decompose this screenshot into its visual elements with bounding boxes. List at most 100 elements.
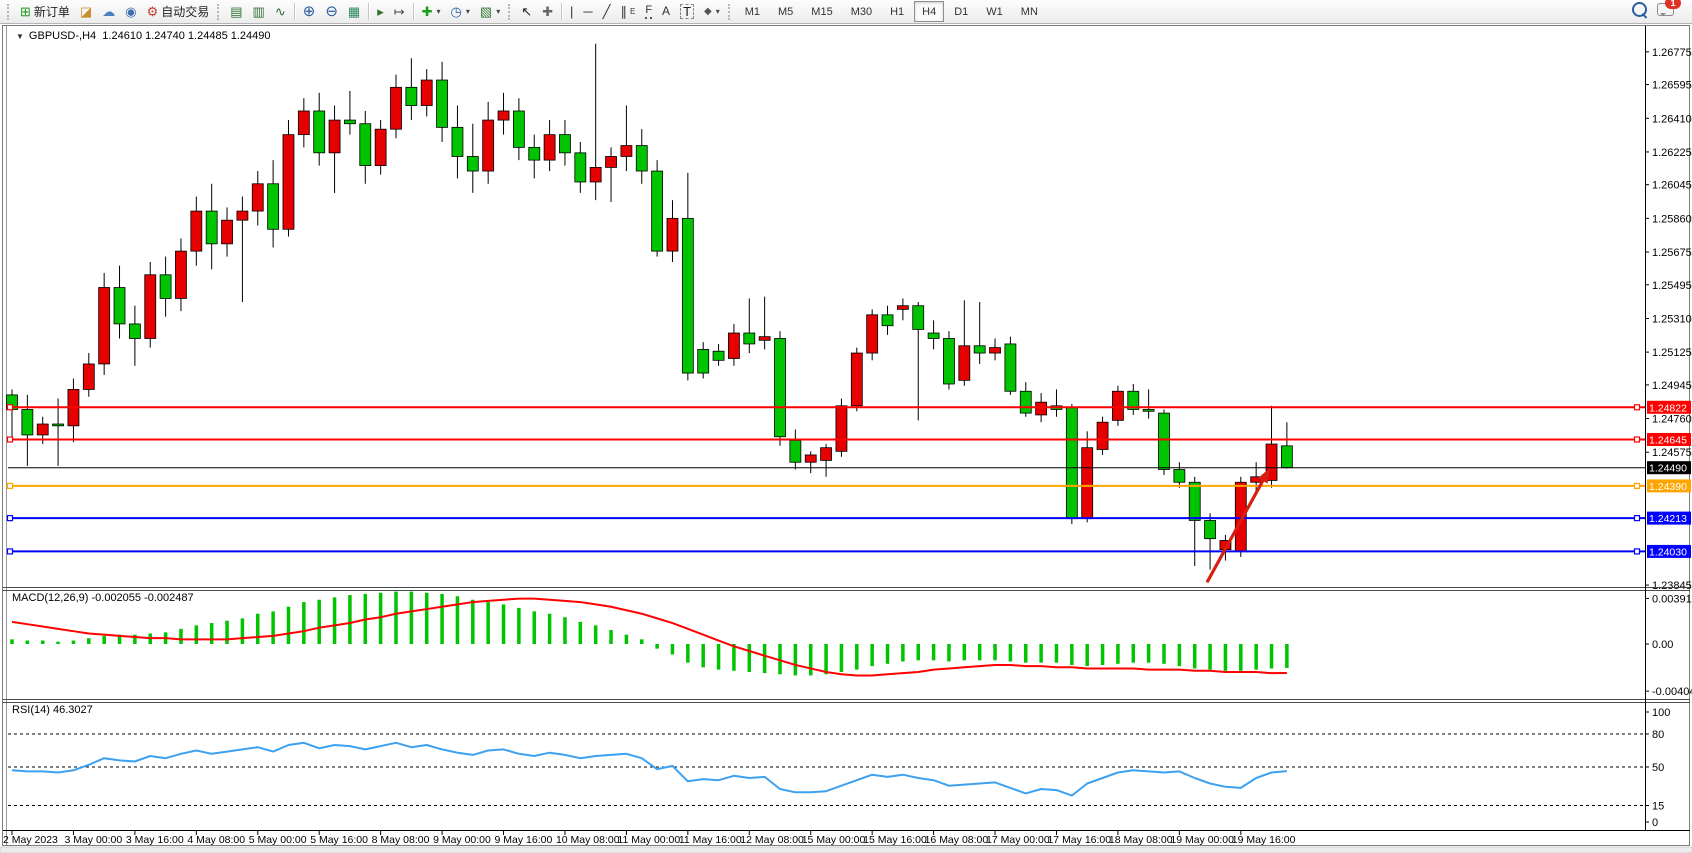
macd-histogram-bar: [962, 644, 967, 661]
horizontal-line-tool-button[interactable]: ─: [578, 1, 597, 23]
cursor-button[interactable]: ↖: [516, 1, 537, 23]
level-handle[interactable]: [1633, 548, 1641, 555]
timeframe-w1-button[interactable]: W1: [986, 5, 1003, 18]
price-badge: [1647, 432, 1691, 446]
macd-histogram-bar: [302, 602, 306, 644]
timeframe-mn-button[interactable]: MN: [1020, 5, 1038, 18]
timeframe-h4-button[interactable]: H4: [914, 1, 945, 22]
toolbar-drag-handle[interactable]: [508, 3, 513, 20]
candlestick-mode-button[interactable]: ▥: [248, 1, 270, 23]
macd-histogram-bar: [1070, 644, 1074, 665]
candle: [159, 274, 172, 299]
time-tick-label: 10 May 08:00: [556, 834, 620, 846]
toolbar-drag-handle[interactable]: [727, 3, 733, 20]
candle: [697, 348, 710, 374]
macd-histogram-bar: [348, 595, 352, 644]
candle: [681, 217, 694, 374]
candle: [52, 423, 64, 427]
rsi-line: [11, 741, 1287, 797]
level-handle[interactable]: [6, 482, 14, 489]
macd-histogram-bar: [547, 613, 552, 644]
timeframe-h1-button[interactable]: H1: [890, 5, 905, 18]
label-tool-button[interactable]: T: [675, 1, 699, 23]
templates-button[interactable]: ▧ ▾: [475, 1, 505, 23]
macd-histogram-bar: [977, 644, 982, 661]
toolbar-drag-handle[interactable]: [7, 3, 12, 20]
macd-histogram-bar: [824, 644, 828, 675]
autotrade-button[interactable]: ⚙ 自动交易: [142, 1, 215, 23]
search-button[interactable]: [1632, 1, 1647, 22]
zoom-out-button[interactable]: ⊖: [320, 1, 343, 23]
channel-subscript: E: [629, 7, 636, 16]
text-tool-button[interactable]: A: [657, 1, 675, 23]
level-handle[interactable]: [6, 515, 14, 522]
macd-histogram-bar: [870, 644, 874, 667]
candle: [205, 210, 218, 245]
macd-name: MACD(12,26,9): [12, 592, 89, 604]
candle: [313, 110, 326, 154]
level-handle[interactable]: [1633, 515, 1641, 522]
candle: [374, 128, 387, 166]
macd-histogram-bar: [1223, 644, 1228, 671]
level-handle[interactable]: [6, 548, 14, 555]
candle: [881, 314, 894, 327]
time-tick-label: 5 May 16:00: [310, 834, 368, 846]
collapse-triangle-icon[interactable]: ▼: [16, 32, 24, 41]
channel-tool-button[interactable]: ∥ E: [615, 1, 640, 23]
macd-current-values: -0.002055 -0.002487: [91, 592, 194, 604]
autotrade-gear-icon: ⚙: [146, 4, 159, 19]
clock-icon: ◷: [450, 4, 462, 19]
candle: [820, 447, 832, 461]
styler-button[interactable]: ◪: [75, 1, 97, 23]
level-handle[interactable]: [6, 436, 14, 443]
line-chart-mode-button[interactable]: ∿: [270, 1, 291, 23]
periods-button[interactable]: ◷ ▾: [446, 1, 475, 23]
candle: [1127, 390, 1140, 410]
chevron-down-icon: ▾: [436, 7, 441, 16]
zoom-in-button[interactable]: ⊕: [298, 1, 321, 23]
timeframe-d1-button[interactable]: D1: [954, 5, 969, 18]
crosshair-button[interactable]: ✚: [537, 1, 558, 23]
timeframe-m15-button[interactable]: M15: [811, 5, 833, 18]
publish-button[interactable]: ☁: [97, 1, 120, 23]
notifications-button[interactable]: 1: [1657, 0, 1681, 21]
tile-windows-button[interactable]: ▦: [343, 1, 365, 23]
new-order-button[interactable]: ⊞ 新订单: [15, 1, 75, 23]
candle: [1065, 407, 1078, 520]
sound-alert-button[interactable]: ◉: [120, 1, 141, 23]
chart-shift-button[interactable]: ↦: [389, 1, 410, 23]
bar-chart-mode-button[interactable]: ▤: [225, 1, 247, 23]
timeframe-m30-button[interactable]: M30: [850, 5, 873, 18]
candle: [943, 338, 955, 385]
price-badge: [1647, 511, 1691, 525]
macd-histogram-bar: [1116, 644, 1120, 664]
timeframe-m1-button[interactable]: M1: [744, 5, 761, 18]
candle: [236, 210, 249, 221]
shapes-tool-button[interactable]: ◆ ▾: [699, 1, 725, 23]
level-handle[interactable]: [1633, 482, 1641, 489]
toolbar-drag-handle[interactable]: [217, 3, 222, 20]
trendline-tool-button[interactable]: ╱: [598, 1, 616, 23]
trendline-icon: ╱: [602, 4, 611, 19]
chart-window-title[interactable]: ▼ GBPUSD-,H4 1.24610 1.24740 1.24485 1.24…: [16, 30, 271, 42]
macd-histogram-bar: [56, 641, 60, 644]
rsi-indicator-label: RSI(14) 46.3027: [12, 704, 93, 716]
vertical-line-tool-button[interactable]: |: [565, 1, 578, 23]
macd-histogram-bar: [593, 625, 598, 644]
price-axis-labels: 1.26775 1.26595 1.26410 1.26225 1.26045 1.258…: [1645, 47, 1692, 592]
level-handle[interactable]: [1633, 436, 1641, 443]
macd-histogram-bar: [1100, 644, 1105, 665]
candle: [743, 332, 756, 345]
candle: [328, 119, 341, 154]
auto-scroll-button[interactable]: ▸: [372, 1, 389, 23]
indicators-button[interactable]: ✚ ▾: [417, 1, 446, 23]
trend-arrow-annotation[interactable]: [1205, 467, 1270, 584]
price-tick-label: 1.25675: [1652, 247, 1692, 259]
macd-histogram-bar: [486, 602, 490, 644]
timeframe-m5-button[interactable]: M5: [778, 5, 794, 18]
level-handle[interactable]: [1633, 404, 1641, 411]
level-handle[interactable]: [6, 404, 14, 411]
line-chart-icon: ∿: [274, 4, 286, 19]
fibonacci-tool-button[interactable]: F: [640, 1, 657, 23]
